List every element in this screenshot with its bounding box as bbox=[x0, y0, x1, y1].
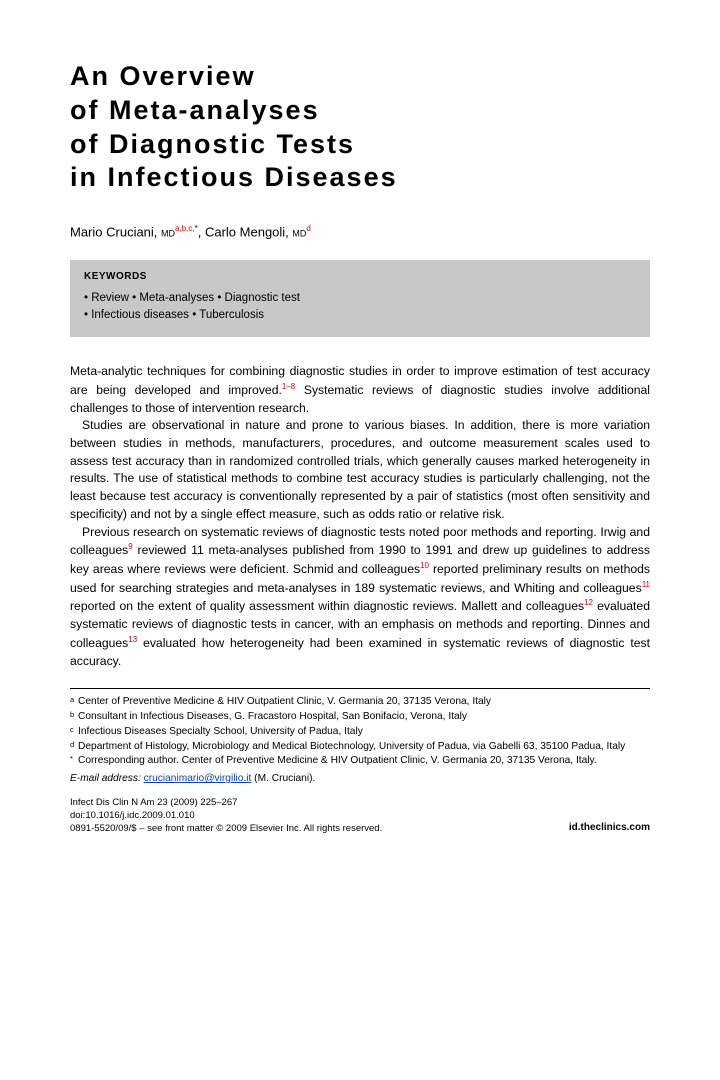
affil-sup: a bbox=[70, 695, 78, 710]
doi-line: doi:10.1016/j.idc.2009.01.010 bbox=[70, 810, 382, 823]
title-line: of Diagnostic Tests bbox=[70, 129, 355, 159]
citation-sup: 13 bbox=[128, 635, 137, 644]
affil-sup: c bbox=[70, 725, 78, 740]
citation-line: Infect Dis Clin N Am 23 (2009) 225–267 bbox=[70, 797, 382, 810]
author-degree: MD bbox=[161, 228, 175, 238]
author-affil-sup: a,b,c, bbox=[175, 224, 195, 233]
author-affil-sup: d bbox=[306, 224, 310, 233]
affil-text: Consultant in Infectious Diseases, G. Fr… bbox=[78, 710, 650, 725]
affil-text: Center of Preventive Medicine & HIV Outp… bbox=[78, 695, 650, 710]
citation-sup: 1–8 bbox=[282, 382, 295, 391]
publisher-site: id.theclinics.com bbox=[569, 821, 650, 836]
affil-text: Corresponding author. Center of Preventi… bbox=[78, 754, 650, 769]
affil-sup: d bbox=[70, 740, 78, 755]
title-line: in Infectious Diseases bbox=[70, 162, 398, 192]
author-name: , Carlo Mengoli, bbox=[198, 224, 289, 239]
page-footer: Infect Dis Clin N Am 23 (2009) 225–267 d… bbox=[70, 797, 650, 835]
copyright-line: 0891-5520/09/$ – see front matter © 2009… bbox=[70, 823, 382, 836]
citation-sup: 11 bbox=[642, 580, 650, 589]
separator-rule bbox=[70, 688, 650, 689]
title-line: An Overview bbox=[70, 61, 256, 91]
title-line: of Meta-analyses bbox=[70, 95, 320, 125]
author-degree: MD bbox=[292, 228, 306, 238]
affil-sup: b bbox=[70, 710, 78, 725]
paragraph: Previous research on systematic reviews … bbox=[70, 524, 650, 671]
text-run: evaluated how heterogeneity had been exa… bbox=[70, 636, 650, 668]
affil-text: Department of Histology, Microbiology an… bbox=[78, 740, 650, 755]
paragraph: Meta-analytic techniques for combining d… bbox=[70, 363, 650, 417]
footer-left: Infect Dis Clin N Am 23 (2009) 225–267 d… bbox=[70, 797, 382, 835]
paragraph: Studies are observational in nature and … bbox=[70, 417, 650, 523]
email-suffix: (M. Cruciani). bbox=[251, 773, 315, 784]
affiliation-line: aCenter of Preventive Medicine & HIV Out… bbox=[70, 695, 650, 710]
affiliation-line: *Corresponding author. Center of Prevent… bbox=[70, 754, 650, 769]
email-address[interactable]: crucianimario@virgilio.it bbox=[144, 773, 252, 784]
citation-sup: 12 bbox=[584, 598, 593, 607]
keywords-line: • Review • Meta-analyses • Diagnostic te… bbox=[84, 290, 636, 308]
citation-sup: 10 bbox=[420, 561, 429, 570]
text-run: reported on the extent of quality assess… bbox=[70, 600, 584, 614]
affil-sup: * bbox=[70, 754, 78, 769]
keywords-heading: KEYWORDS bbox=[84, 270, 636, 285]
keywords-line: • Infectious diseases • Tuberculosis bbox=[84, 307, 636, 325]
author-name: Mario Cruciani, bbox=[70, 224, 157, 239]
affil-text: Infectious Diseases Specialty School, Un… bbox=[78, 725, 650, 740]
affiliation-line: dDepartment of Histology, Microbiology a… bbox=[70, 740, 650, 755]
affiliations-block: aCenter of Preventive Medicine & HIV Out… bbox=[70, 695, 650, 769]
email-line: E-mail address: crucianimario@virgilio.i… bbox=[70, 772, 650, 787]
article-title: An Overview of Meta-analyses of Diagnost… bbox=[70, 60, 650, 195]
affiliation-line: cInfectious Diseases Specialty School, U… bbox=[70, 725, 650, 740]
affiliation-line: bConsultant in Infectious Diseases, G. F… bbox=[70, 710, 650, 725]
author-line: Mario Cruciani, MDa,b,c,*, Carlo Mengoli… bbox=[70, 223, 650, 242]
email-label: E-mail address: bbox=[70, 773, 141, 784]
article-body: Meta-analytic techniques for combining d… bbox=[70, 363, 650, 670]
keywords-box: KEYWORDS • Review • Meta-analyses • Diag… bbox=[70, 260, 650, 337]
